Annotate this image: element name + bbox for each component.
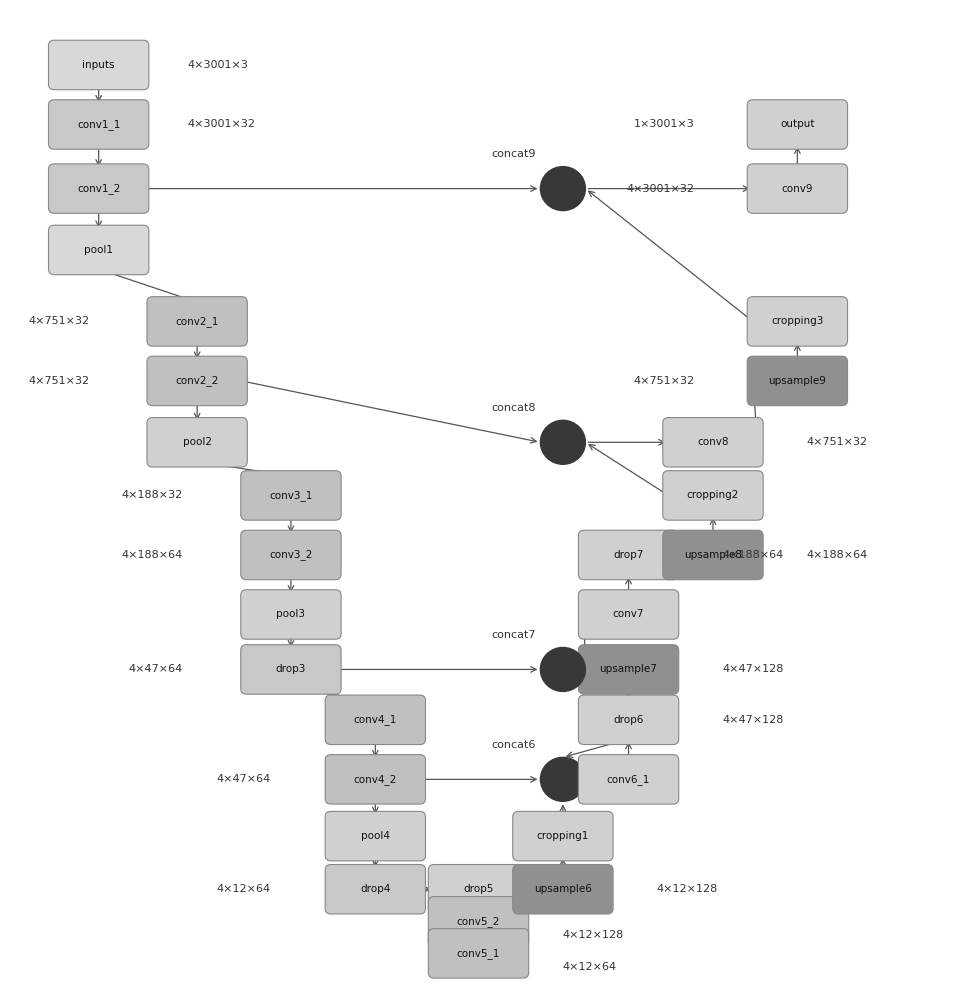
FancyBboxPatch shape xyxy=(663,471,763,520)
FancyBboxPatch shape xyxy=(663,530,763,580)
Text: pool1: pool1 xyxy=(84,245,113,255)
Text: pool3: pool3 xyxy=(277,609,305,619)
Text: 4×12×64: 4×12×64 xyxy=(216,884,270,894)
Text: 4×188×64: 4×188×64 xyxy=(723,550,784,560)
Text: 4×12×128: 4×12×128 xyxy=(563,930,624,940)
Text: upsample6: upsample6 xyxy=(534,884,591,894)
FancyBboxPatch shape xyxy=(578,590,679,639)
FancyBboxPatch shape xyxy=(578,695,679,745)
Text: 4×188×64: 4×188×64 xyxy=(122,550,183,560)
FancyBboxPatch shape xyxy=(147,356,247,406)
FancyBboxPatch shape xyxy=(747,356,848,406)
FancyBboxPatch shape xyxy=(429,865,528,914)
Text: drop5: drop5 xyxy=(463,884,494,894)
FancyBboxPatch shape xyxy=(429,929,528,978)
FancyBboxPatch shape xyxy=(325,865,426,914)
Text: cropping3: cropping3 xyxy=(771,316,824,326)
Text: concat8: concat8 xyxy=(491,403,536,413)
FancyBboxPatch shape xyxy=(241,645,341,694)
Text: 4×47×128: 4×47×128 xyxy=(723,715,784,725)
Text: inputs: inputs xyxy=(82,60,115,70)
FancyBboxPatch shape xyxy=(49,100,149,149)
Text: conv7: conv7 xyxy=(612,609,644,619)
FancyBboxPatch shape xyxy=(325,755,426,804)
FancyBboxPatch shape xyxy=(325,695,426,745)
Text: 4×47×64: 4×47×64 xyxy=(216,774,270,784)
Text: 4×47×128: 4×47×128 xyxy=(723,664,784,674)
Text: 4×751×32: 4×751×32 xyxy=(634,376,694,386)
FancyBboxPatch shape xyxy=(578,530,679,580)
FancyBboxPatch shape xyxy=(147,297,247,346)
Text: 4×47×64: 4×47×64 xyxy=(129,664,183,674)
Text: cropping1: cropping1 xyxy=(537,831,590,841)
FancyBboxPatch shape xyxy=(513,811,613,861)
Text: pool4: pool4 xyxy=(361,831,389,841)
Text: conv5_1: conv5_1 xyxy=(456,948,501,959)
Text: output: output xyxy=(780,119,814,129)
Text: 4×188×32: 4×188×32 xyxy=(122,490,183,500)
Text: conv9: conv9 xyxy=(782,184,813,194)
Text: upsample8: upsample8 xyxy=(684,550,742,560)
FancyBboxPatch shape xyxy=(747,100,848,149)
Text: 1×3001×3: 1×3001×3 xyxy=(634,119,694,129)
Circle shape xyxy=(541,757,586,801)
Circle shape xyxy=(541,420,586,464)
Text: 4×3001×3: 4×3001×3 xyxy=(188,60,249,70)
Text: drop3: drop3 xyxy=(276,664,306,674)
FancyBboxPatch shape xyxy=(147,418,247,467)
Text: concat9: concat9 xyxy=(491,149,536,159)
FancyBboxPatch shape xyxy=(49,164,149,213)
FancyBboxPatch shape xyxy=(325,811,426,861)
Text: conv2_2: conv2_2 xyxy=(175,375,219,386)
Text: upsample7: upsample7 xyxy=(600,664,657,674)
Circle shape xyxy=(541,647,586,691)
FancyBboxPatch shape xyxy=(578,755,679,804)
Text: conv6_1: conv6_1 xyxy=(607,774,650,785)
Text: 4×751×32: 4×751×32 xyxy=(28,316,89,326)
FancyBboxPatch shape xyxy=(578,645,679,694)
FancyBboxPatch shape xyxy=(747,297,848,346)
FancyBboxPatch shape xyxy=(513,865,613,914)
FancyBboxPatch shape xyxy=(663,418,763,467)
FancyBboxPatch shape xyxy=(49,40,149,90)
Text: 4×3001×32: 4×3001×32 xyxy=(626,184,694,194)
Text: drop7: drop7 xyxy=(613,550,644,560)
FancyBboxPatch shape xyxy=(241,590,341,639)
Text: 4×12×64: 4×12×64 xyxy=(563,962,617,972)
Text: conv1_2: conv1_2 xyxy=(77,183,121,194)
Text: drop4: drop4 xyxy=(360,884,390,894)
FancyBboxPatch shape xyxy=(429,897,528,946)
Text: conv3_1: conv3_1 xyxy=(269,490,313,501)
Text: conv3_2: conv3_2 xyxy=(269,550,313,560)
Text: upsample9: upsample9 xyxy=(768,376,826,386)
Text: 4×188×64: 4×188×64 xyxy=(807,550,868,560)
Text: conv8: conv8 xyxy=(698,437,728,447)
FancyBboxPatch shape xyxy=(241,530,341,580)
Text: conv5_2: conv5_2 xyxy=(456,916,501,927)
Text: pool2: pool2 xyxy=(183,437,211,447)
Text: concat6: concat6 xyxy=(491,740,536,750)
Text: conv4_2: conv4_2 xyxy=(354,774,397,785)
Circle shape xyxy=(541,167,586,211)
FancyBboxPatch shape xyxy=(49,225,149,275)
Text: 4×751×32: 4×751×32 xyxy=(807,437,868,447)
Text: concat7: concat7 xyxy=(491,630,536,640)
Text: 4×751×32: 4×751×32 xyxy=(28,376,89,386)
Text: drop6: drop6 xyxy=(613,715,644,725)
Text: conv4_1: conv4_1 xyxy=(354,714,397,725)
Text: conv1_1: conv1_1 xyxy=(77,119,121,130)
Text: conv2_1: conv2_1 xyxy=(175,316,219,327)
FancyBboxPatch shape xyxy=(241,471,341,520)
Text: 4×12×128: 4×12×128 xyxy=(657,884,718,894)
Text: 4×3001×32: 4×3001×32 xyxy=(188,119,256,129)
FancyBboxPatch shape xyxy=(747,164,848,213)
Text: cropping2: cropping2 xyxy=(687,490,739,500)
